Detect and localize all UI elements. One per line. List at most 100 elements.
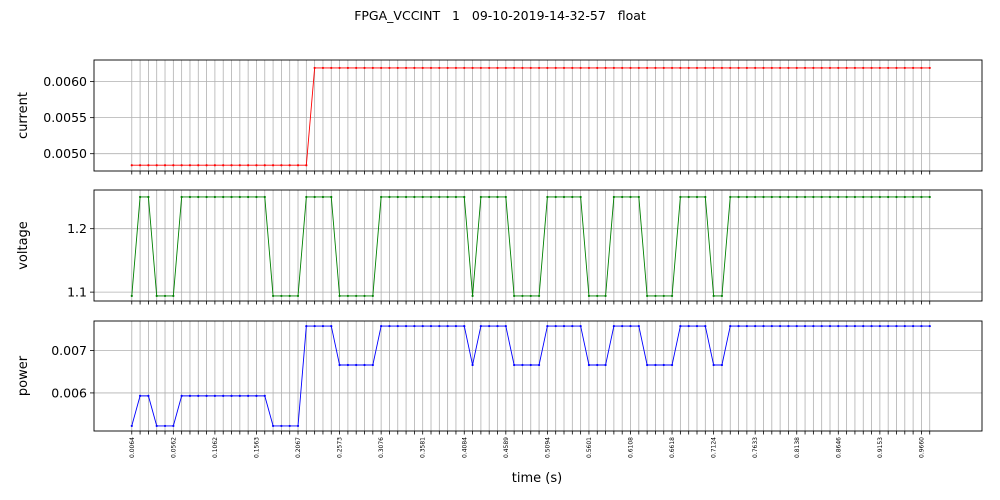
current-point [596,66,599,70]
voltage-point [845,195,848,199]
power-subplot: 0.006 0.007 power 0.0064 0.0562 0.1062 0.1563 0… [16,320,983,458]
voltage-point [521,294,524,298]
voltage-point [247,195,250,199]
voltage-point [612,195,615,199]
power-point [172,424,175,428]
voltage-point [828,195,832,199]
current-point [421,66,424,70]
voltage-point [363,294,366,298]
power-point [571,324,574,328]
power-point [479,324,482,328]
voltage-point [529,294,532,298]
current-point [330,66,333,70]
current-y-axis-label: current [16,92,31,139]
power-point [729,324,732,328]
current-point [837,66,840,70]
power-point [795,324,798,328]
voltage-point [271,294,275,298]
voltage-subplot: 1.1 1.2 voltage [16,189,983,305]
voltage-point [404,195,408,199]
current-point [554,66,557,70]
current-point [388,66,391,70]
power-point [637,324,640,328]
voltage-point [429,195,433,199]
current-point [654,66,657,70]
current-point [878,66,881,70]
voltage-point [163,294,167,298]
current-point [163,164,167,167]
x-tick-label: 0.8138 [794,437,801,458]
current-point [313,66,316,70]
voltage-point [621,195,624,199]
current-point [853,66,857,70]
current-point [488,66,491,70]
y-tick-label: 0.006 [51,385,87,400]
power-point [247,394,250,397]
y-tick-label: 0.0050 [43,146,87,161]
chart-title: FPGA_VCCINT 1 09-10-2019-14-32-57 float [354,8,646,23]
power-point [596,363,599,367]
current-point [496,66,499,70]
voltage-point [263,195,266,199]
current-point [247,164,250,167]
x-tick-label: 0.8646 [835,437,842,458]
voltage-point [537,294,541,298]
power-point [296,424,300,428]
current-point [355,66,358,70]
current-point [371,66,374,70]
power-point [554,324,557,328]
power-point [720,363,724,367]
power-point [271,424,275,428]
voltage-point [720,294,724,298]
current-point [903,66,906,70]
voltage-point [222,195,225,199]
current-point [288,164,291,167]
power-point [371,363,374,367]
voltage-point [862,195,865,199]
voltage-point [737,195,740,199]
current-point [463,66,466,70]
current-point [205,164,208,167]
current-point [238,164,241,167]
current-point [803,66,807,70]
voltage-point [554,195,557,199]
current-point [562,66,566,70]
power-point [612,324,615,328]
voltage-point [288,294,291,298]
power-point [521,363,524,367]
power-point [670,363,674,367]
current-point [213,164,216,167]
voltage-point [255,195,258,199]
voltage-point [770,195,773,199]
voltage-point [670,294,674,298]
power-point [845,324,848,328]
voltage-point [188,195,192,199]
voltage-point [513,294,516,298]
power-point [562,324,566,328]
current-point [396,66,399,70]
current-point [546,66,549,70]
current-point [928,66,931,70]
current-point [504,66,507,70]
power-point [837,324,840,328]
voltage-point [463,195,466,199]
voltage-point [371,294,374,298]
x-tick-label: 0.4084 [461,437,468,458]
power-point [330,324,333,328]
power-point [463,324,466,328]
voltage-point [454,195,458,199]
voltage-point [504,195,507,199]
x-axis-label: time (s) [512,471,562,486]
current-point [521,66,524,70]
x-tick-label: 0.5601 [586,437,593,458]
voltage-point [479,195,482,199]
power-point [413,324,416,328]
power-point [421,324,424,328]
current-subplot: 0.0050 0.0055 0.0060 current [16,59,983,175]
voltage-point [912,195,915,199]
voltage-point [878,195,881,199]
power-point [188,394,192,397]
current-point [870,66,873,70]
voltage-y-axis-label: voltage [16,221,31,270]
